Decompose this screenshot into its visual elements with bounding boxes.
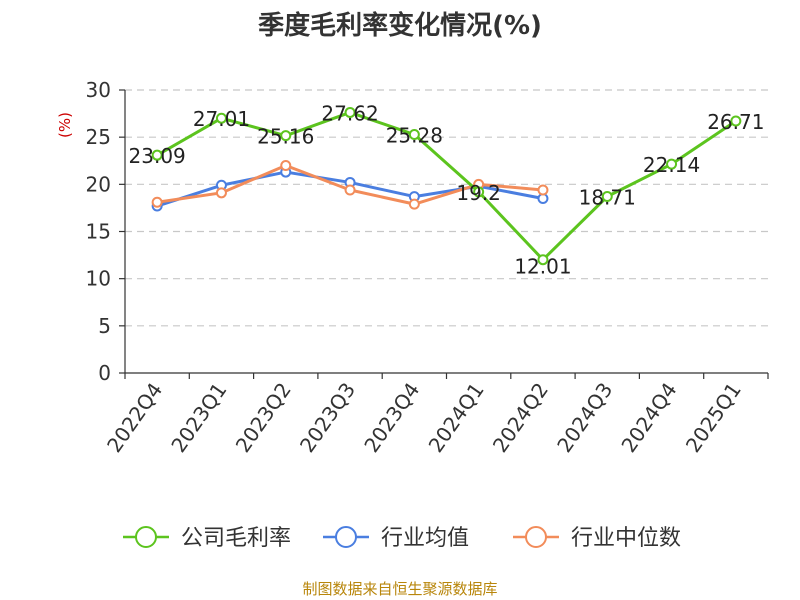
data-label: 18.71 [579, 186, 636, 210]
legend-marker [525, 526, 547, 548]
data-point [408, 198, 420, 210]
legend-label: 公司毛利率 [181, 526, 291, 551]
chart-title: 季度毛利率变化情况(%) [258, 10, 542, 41]
x-tick-label: 2024Q1 [424, 378, 489, 457]
data-labels: 23.09 27.01 25.16 27.62 25.28 19.2 12.01 18.71 2… [129, 101, 765, 278]
legend-marker [135, 526, 157, 548]
data-label: 26.71 [707, 110, 764, 134]
data-point [344, 184, 356, 196]
y-tick-label: 10 [86, 267, 111, 291]
data-point [408, 129, 420, 141]
y-tick-labels: 0 5 10 15 20 25 30 [86, 78, 111, 385]
legend-label: 行业均值 [381, 526, 469, 551]
x-tick-label: 2023Q4 [359, 378, 424, 457]
x-tick-label: 2025Q1 [681, 378, 746, 457]
y-tick-label: 0 [98, 361, 111, 385]
y-tick-label: 20 [86, 172, 111, 196]
data-point [473, 186, 485, 198]
x-tick-label: 2023Q2 [231, 378, 296, 457]
legend-item[interactable]: 公司毛利率 [123, 526, 291, 551]
data-label: 22.14 [643, 153, 700, 177]
data-point [151, 149, 163, 161]
x-tick-label: 2023Q3 [295, 378, 360, 457]
data-point [601, 191, 613, 203]
y-axis-label: (%) [56, 112, 74, 138]
legend-marker [335, 526, 357, 548]
data-point [215, 187, 227, 199]
x-tick-label: 2024Q2 [488, 378, 553, 457]
data-point [215, 112, 227, 124]
legend-item[interactable]: 行业均值 [323, 526, 469, 551]
data-label: 12.01 [514, 255, 571, 279]
legend-label: 行业中位数 [571, 526, 681, 551]
y-tick-label: 5 [98, 314, 111, 338]
y-tick-label: 25 [86, 125, 111, 149]
x-tick-label: 2023Q1 [166, 378, 231, 457]
source-footer: 制图数据来自恒生聚源数据库 [302, 580, 497, 598]
y-tick-label: 30 [86, 78, 111, 102]
x-tick-label: 2024Q3 [552, 378, 617, 457]
data-point [537, 184, 549, 196]
data-label: 27.01 [193, 107, 250, 131]
data-point [666, 158, 678, 170]
data-label: 23.09 [129, 144, 186, 168]
data-label: 27.62 [321, 101, 378, 125]
data-point [344, 106, 356, 118]
x-tick-labels: 2022Q4 2023Q1 2023Q2 2023Q3 2023Q4 2024Q1 2024… [102, 378, 746, 457]
data-point [280, 159, 292, 171]
axes [119, 89, 769, 379]
x-tick-label: 2024Q4 [616, 378, 681, 457]
data-point [280, 130, 292, 142]
y-tick-label: 15 [86, 220, 111, 244]
legend-item[interactable]: 行业中位数 [513, 526, 681, 551]
legend[interactable]: 公司毛利率 行业均值 行业中位数 [123, 526, 681, 551]
x-tick-label: 2022Q4 [102, 378, 167, 457]
data-label: 19.2 [456, 181, 501, 205]
data-label: 25.16 [257, 125, 314, 149]
data-point [730, 115, 742, 127]
series-line [156, 110, 737, 262]
data-label: 25.28 [386, 124, 443, 148]
data-point [537, 254, 549, 266]
data-point [151, 196, 163, 208]
series-group [151, 106, 742, 266]
